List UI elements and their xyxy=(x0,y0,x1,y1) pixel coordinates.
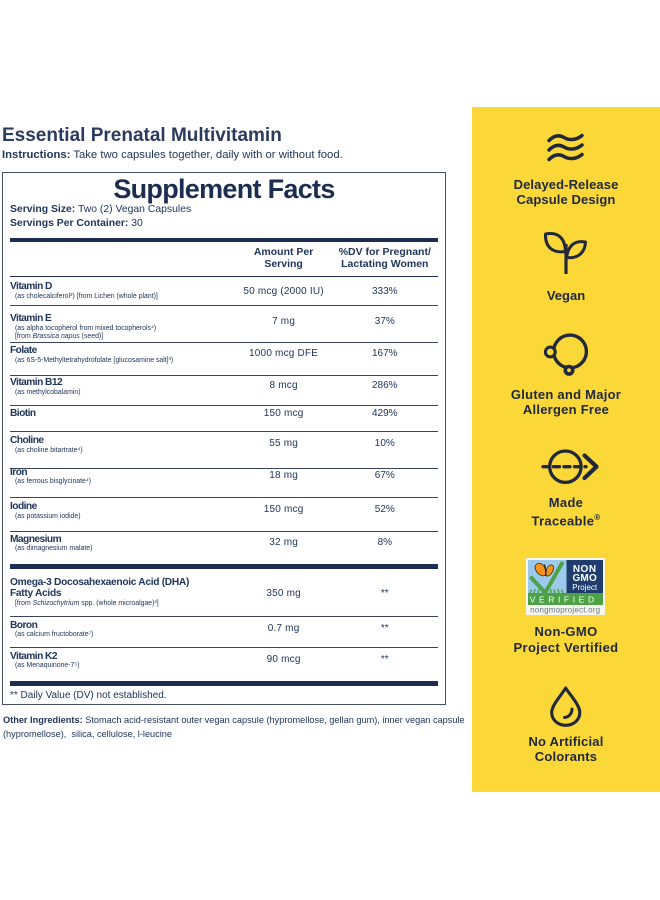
svg-text:Project: Project xyxy=(572,582,598,591)
svg-text:nongmoproject.org: nongmoproject.org xyxy=(530,605,600,614)
svg-text:VERIFIED: VERIFIED xyxy=(529,594,597,604)
svg-text:NON: NON xyxy=(572,563,596,574)
svg-text:GMO: GMO xyxy=(572,573,597,584)
